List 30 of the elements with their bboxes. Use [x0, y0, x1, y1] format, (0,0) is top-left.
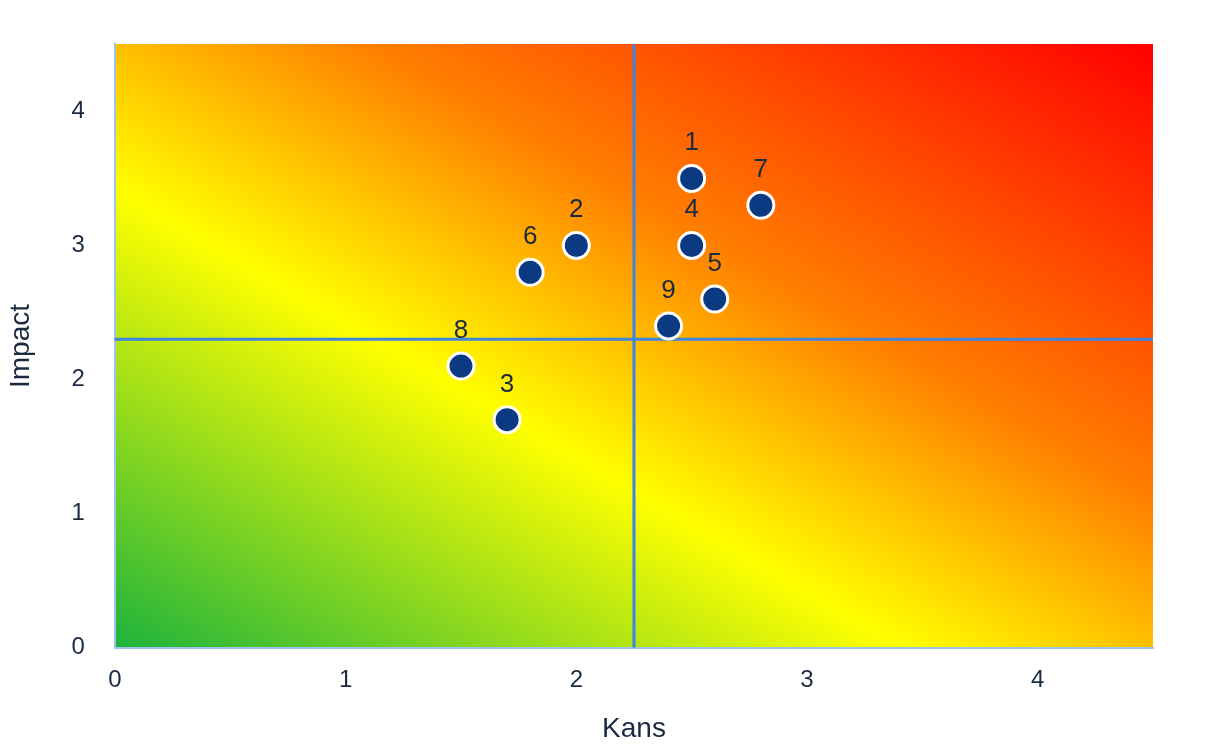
point [446, 351, 476, 381]
annotation: 1 [684, 126, 699, 157]
annotation: 9 [661, 273, 676, 304]
point [654, 311, 684, 341]
y-tick-label: 0 [71, 632, 85, 660]
annotation: 8 [453, 314, 469, 345]
y-axis-title: Impact [3, 303, 35, 389]
annotation: 4 [684, 193, 699, 224]
x-axis-title: Kans [602, 711, 666, 743]
point [515, 257, 545, 287]
y-tick-label: 4 [71, 96, 85, 124]
point [677, 163, 707, 193]
point [746, 190, 776, 220]
point [677, 230, 707, 260]
point [561, 230, 591, 260]
x-tick-label: 0 [108, 664, 122, 692]
annotation: 5 [707, 247, 722, 278]
y-tick-label: 1 [71, 498, 85, 526]
point [492, 405, 522, 435]
annotation: 6 [522, 220, 538, 251]
y-tick-label: 3 [71, 230, 85, 258]
y-tick-label: 2 [71, 364, 85, 392]
x-tick-label: 3 [800, 664, 814, 692]
point [700, 284, 730, 314]
annotation: 2 [569, 193, 584, 224]
x-tick-label: 1 [338, 664, 353, 692]
x-tick-label: 4 [1030, 664, 1045, 692]
annotation: 7 [753, 153, 769, 184]
annotation: 3 [499, 367, 515, 398]
x-tick-label: 2 [569, 664, 583, 692]
